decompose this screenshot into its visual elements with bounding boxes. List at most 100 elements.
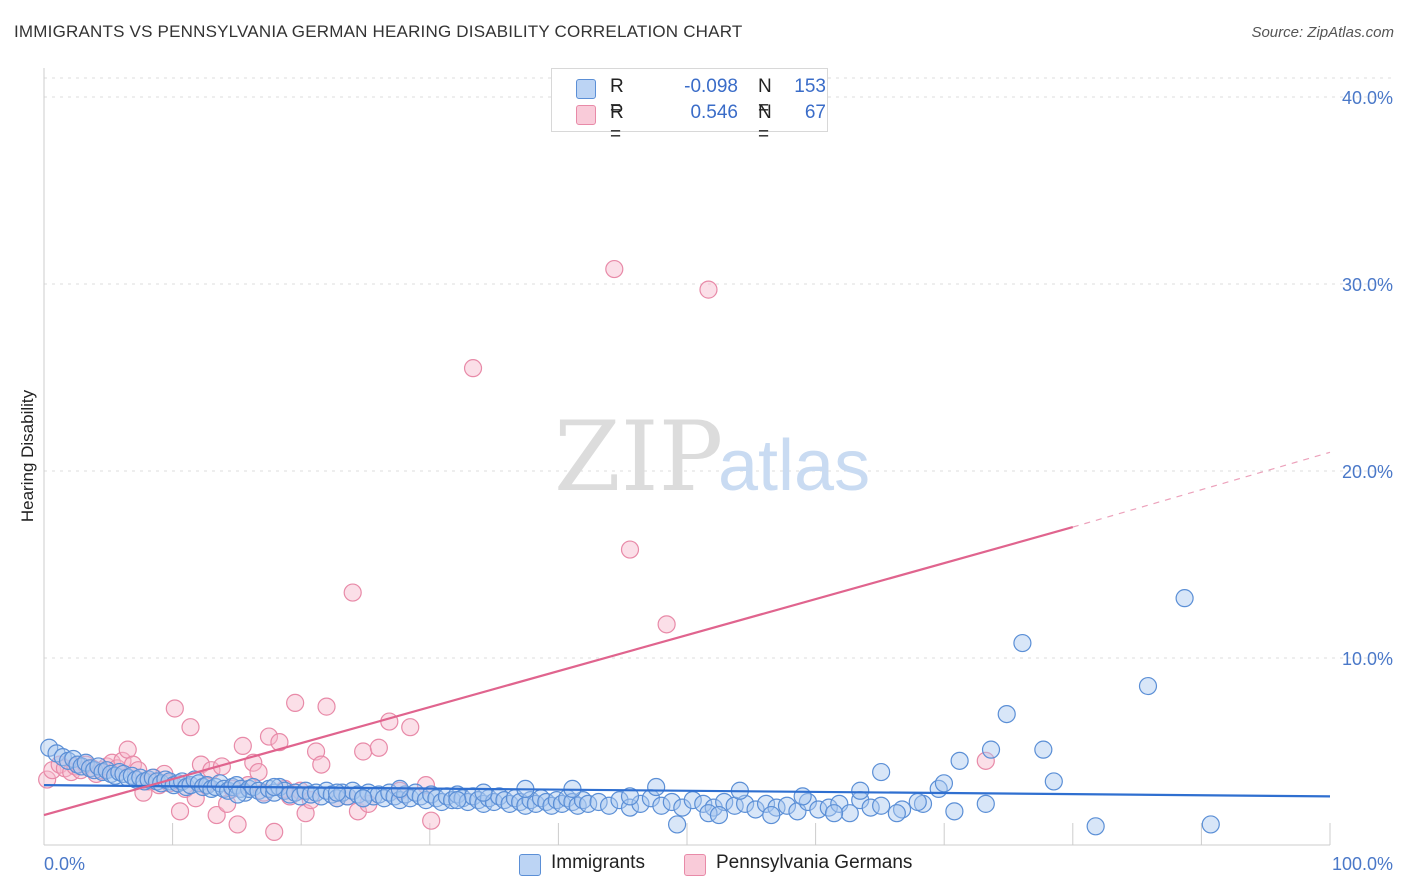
legend-r-value: 0.546 — [690, 102, 738, 123]
legend-n-label: N = — [758, 102, 772, 145]
correlation-legend: R = -0.098 N = 153 R = 0.546 N = 67 — [551, 68, 828, 145]
data-point-immigrant — [819, 798, 838, 817]
data-point-pa-german — [228, 815, 247, 834]
data-point-pa-german — [265, 822, 284, 842]
data-point-immigrant — [1175, 589, 1194, 608]
data-point-immigrant — [667, 815, 687, 834]
grid-lines — [44, 77, 1392, 659]
data-point-pa-german — [620, 540, 640, 559]
data-point-pa-german — [270, 733, 289, 752]
trend-line-immigrants — [43, 784, 1331, 798]
data-point-pa-german — [170, 802, 190, 821]
data-point-pa-german — [605, 259, 624, 279]
x-tick-label: 0.0% — [44, 854, 85, 874]
data-point-immigrant — [945, 802, 964, 821]
y-tick-label: 10.0% — [1342, 649, 1393, 669]
legend-swatch-pink — [576, 105, 596, 125]
data-point-pa-german — [113, 751, 132, 770]
data-point-pa-german — [657, 615, 676, 634]
data-point-immigrant — [647, 777, 666, 797]
data-point-immigrant — [1138, 676, 1158, 696]
data-point-immigrant — [840, 804, 859, 823]
data-point-immigrant — [824, 804, 844, 823]
data-point-pa-german — [463, 359, 483, 378]
data-point-pa-german — [422, 811, 441, 830]
series-immigrants — [40, 589, 1220, 836]
axes — [43, 68, 1331, 846]
legend-r-label: R = — [610, 76, 624, 119]
chart-title: IMMIGRANTS VS PENNSYLVANIA GERMAN HEARIN… — [14, 22, 743, 41]
bottom-legend-label: Immigrants — [551, 852, 645, 873]
bottom-legend-label: Pennsylvania Germans — [716, 852, 913, 873]
data-point-pa-german — [259, 727, 279, 746]
legend-n-value: 153 — [794, 76, 826, 97]
trend-line-pa-germans-extension — [1072, 451, 1331, 528]
trend-line-pa-germans — [43, 526, 1074, 817]
data-point-immigrant — [474, 783, 493, 802]
data-point-immigrant — [793, 787, 812, 806]
y-tick-label: 30.0% — [1342, 275, 1393, 295]
data-point-immigrant — [610, 791, 629, 810]
bottom-legend-swatch-pink — [684, 854, 706, 876]
data-point-immigrant — [798, 792, 817, 812]
legend-r-label: R = — [610, 102, 624, 145]
data-point-immigrant — [40, 738, 59, 757]
tick-labels: 10.0% 20.0% 30.0% 40.0% 0.0% 100.0% — [44, 88, 1393, 874]
data-point-immigrant — [976, 794, 995, 813]
data-point-immigrant — [448, 791, 467, 810]
watermark: ZIP atlas — [554, 401, 870, 513]
data-point-pa-german — [317, 697, 336, 716]
data-point-immigrant — [354, 789, 373, 808]
data-point-immigrant — [777, 796, 797, 815]
data-point-immigrant — [620, 787, 640, 806]
data-point-immigrant — [851, 781, 870, 800]
data-point-immigrant — [1013, 633, 1032, 653]
chart-source: Source: ZipAtlas.com — [1251, 24, 1394, 41]
series-pennsylvania-germans — [38, 259, 995, 842]
watermark-zip: ZIP — [554, 401, 723, 513]
data-point-pa-german — [207, 805, 226, 825]
data-point-pa-german — [312, 755, 331, 774]
trend-lines — [43, 451, 1331, 817]
x-tick-label: 100.0% — [1332, 854, 1393, 874]
data-point-immigrant — [872, 762, 891, 782]
data-point-pa-german — [343, 583, 362, 602]
data-point-pa-german — [165, 699, 184, 718]
data-point-immigrant — [762, 805, 781, 825]
y-tick-label: 40.0% — [1342, 88, 1393, 108]
data-point-immigrant — [756, 794, 776, 813]
data-point-pa-german — [354, 742, 373, 761]
data-point-immigrant — [1201, 815, 1220, 834]
data-point-immigrant — [934, 774, 954, 793]
data-point-immigrant — [950, 751, 969, 770]
data-point-pa-german — [233, 736, 252, 755]
data-point-immigrant — [997, 704, 1016, 724]
data-point-pa-german — [976, 751, 995, 770]
data-point-immigrant — [709, 805, 729, 825]
data-point-immigrant — [1034, 740, 1053, 759]
legend-n-label: N = — [758, 76, 772, 119]
data-point-immigrant — [228, 785, 247, 804]
data-point-pa-german — [401, 718, 420, 737]
data-point-immigrant — [662, 792, 681, 812]
data-point-immigrant — [631, 794, 650, 813]
y-tick-label: 20.0% — [1342, 462, 1393, 482]
data-point-immigrant — [981, 740, 1001, 759]
data-point-pa-german — [286, 693, 305, 712]
data-point-immigrant — [673, 798, 692, 817]
y-axis-label: Hearing Disability — [18, 389, 37, 522]
data-point-immigrant — [1044, 772, 1063, 791]
data-point-pa-german — [181, 718, 200, 737]
legend-n-value: 67 — [804, 102, 826, 123]
data-point-immigrant — [872, 796, 891, 815]
legend-r-value: -0.098 — [684, 76, 738, 97]
data-point-immigrant — [1086, 817, 1105, 836]
data-point-immigrant — [746, 800, 765, 819]
legend-swatch-blue — [576, 79, 596, 99]
data-point-immigrant — [887, 804, 906, 823]
data-point-immigrant — [599, 796, 619, 815]
data-point-pa-german — [699, 280, 718, 299]
data-point-immigrant — [908, 792, 927, 812]
data-point-immigrant — [589, 792, 608, 812]
